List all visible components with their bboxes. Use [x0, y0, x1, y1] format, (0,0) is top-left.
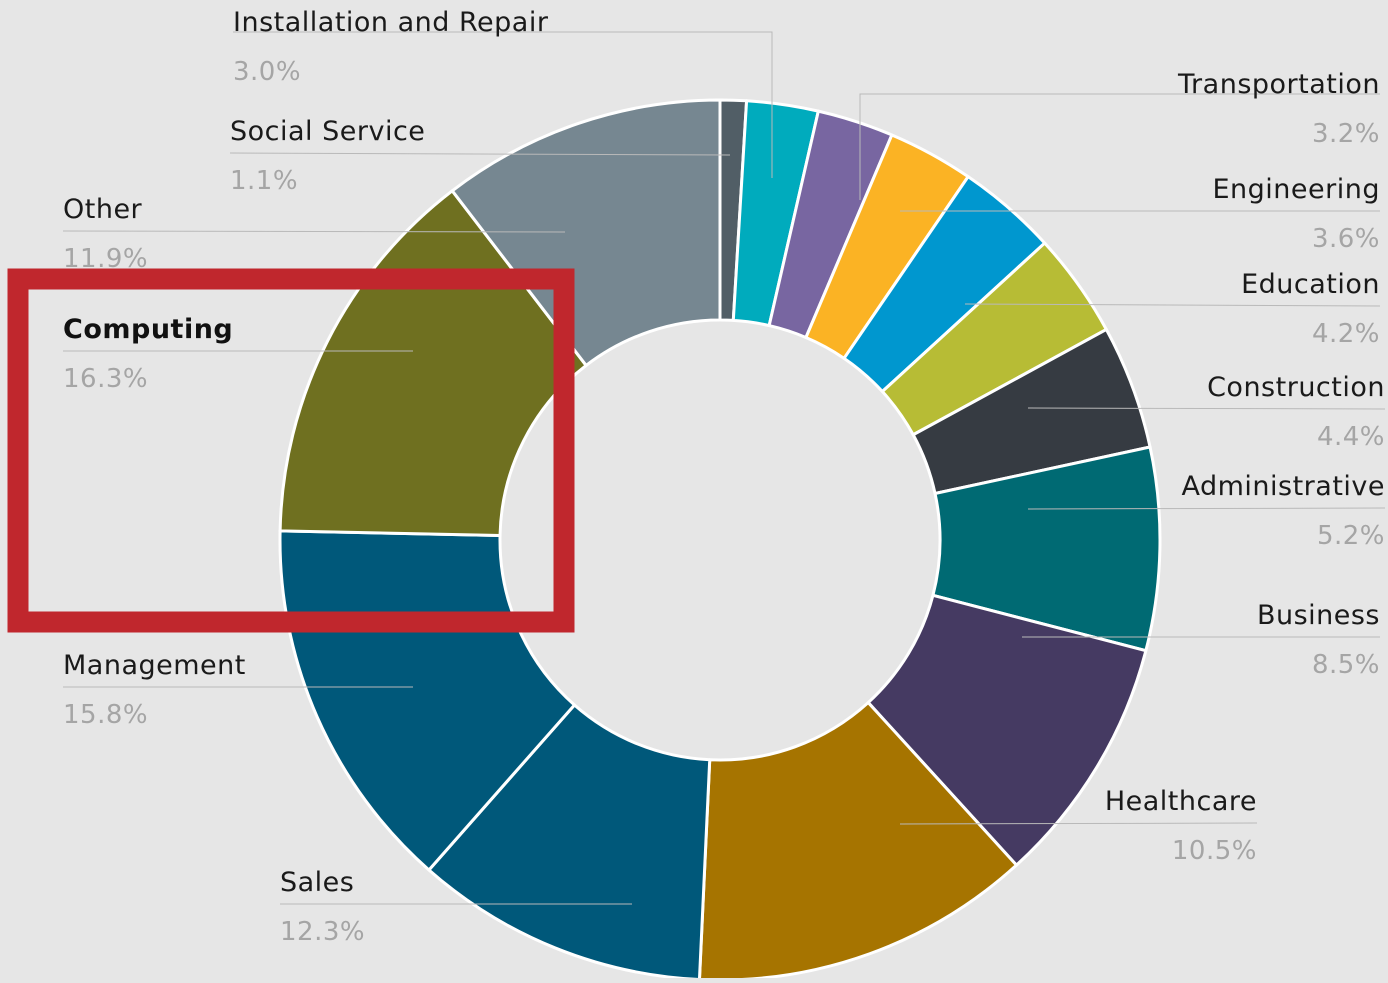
category-label-other: Other — [63, 194, 143, 225]
category-label-transportation: Transportation — [1177, 69, 1380, 100]
leader-line-education — [964, 303, 1381, 307]
leader-line-social-service — [229, 152, 731, 156]
value-label-construction: 4.4% — [1317, 422, 1385, 452]
leader-line-healthcare — [899, 822, 1258, 825]
category-label-business: Business — [1257, 600, 1380, 631]
leader-line-administrative — [1027, 507, 1386, 510]
category-label-healthcare: Healthcare — [1105, 786, 1257, 817]
category-label-computing: Computing — [63, 314, 233, 345]
slice-other — [450, 98, 722, 367]
category-label-engineering: Engineering — [1213, 174, 1381, 205]
value-label-management: 15.8% — [63, 700, 148, 730]
value-label-engineering: 3.6% — [1312, 224, 1380, 254]
value-label-social-service: 1.1% — [230, 166, 298, 196]
value-label-business: 8.5% — [1312, 650, 1380, 680]
leader-line-construction — [1027, 407, 1386, 410]
value-label-administrative: 5.2% — [1317, 521, 1385, 551]
category-label-administrative: Administrative — [1181, 471, 1385, 502]
category-label-social-service: Social Service — [230, 116, 425, 147]
leader-line-transportation — [859, 93, 1380, 200]
labels-layer: Social Service 1.1% Installation and Repai… — [63, 7, 1385, 947]
value-label-education: 4.2% — [1312, 319, 1380, 349]
slice-sales — [427, 703, 712, 982]
category-label-installation-and-repair: Installation and Repair — [233, 7, 549, 38]
category-label-construction: Construction — [1207, 372, 1385, 403]
value-label-computing: 16.3% — [63, 364, 148, 394]
category-label-management: Management — [63, 650, 246, 681]
slices-layer — [278, 98, 1162, 982]
leader-line-other — [62, 230, 566, 233]
value-label-transportation: 3.2% — [1312, 119, 1380, 149]
computing-highlight-box — [7, 268, 575, 633]
value-label-installation-and-repair: 3.0% — [233, 57, 301, 87]
leader-line-installation-and-repair — [233, 31, 773, 178]
value-label-healthcare: 10.5% — [1172, 836, 1257, 866]
category-label-sales: Sales — [280, 867, 354, 898]
value-label-sales: 12.3% — [280, 917, 365, 947]
leader-lines-layer — [62, 31, 1386, 905]
category-label-education: Education — [1241, 269, 1380, 300]
